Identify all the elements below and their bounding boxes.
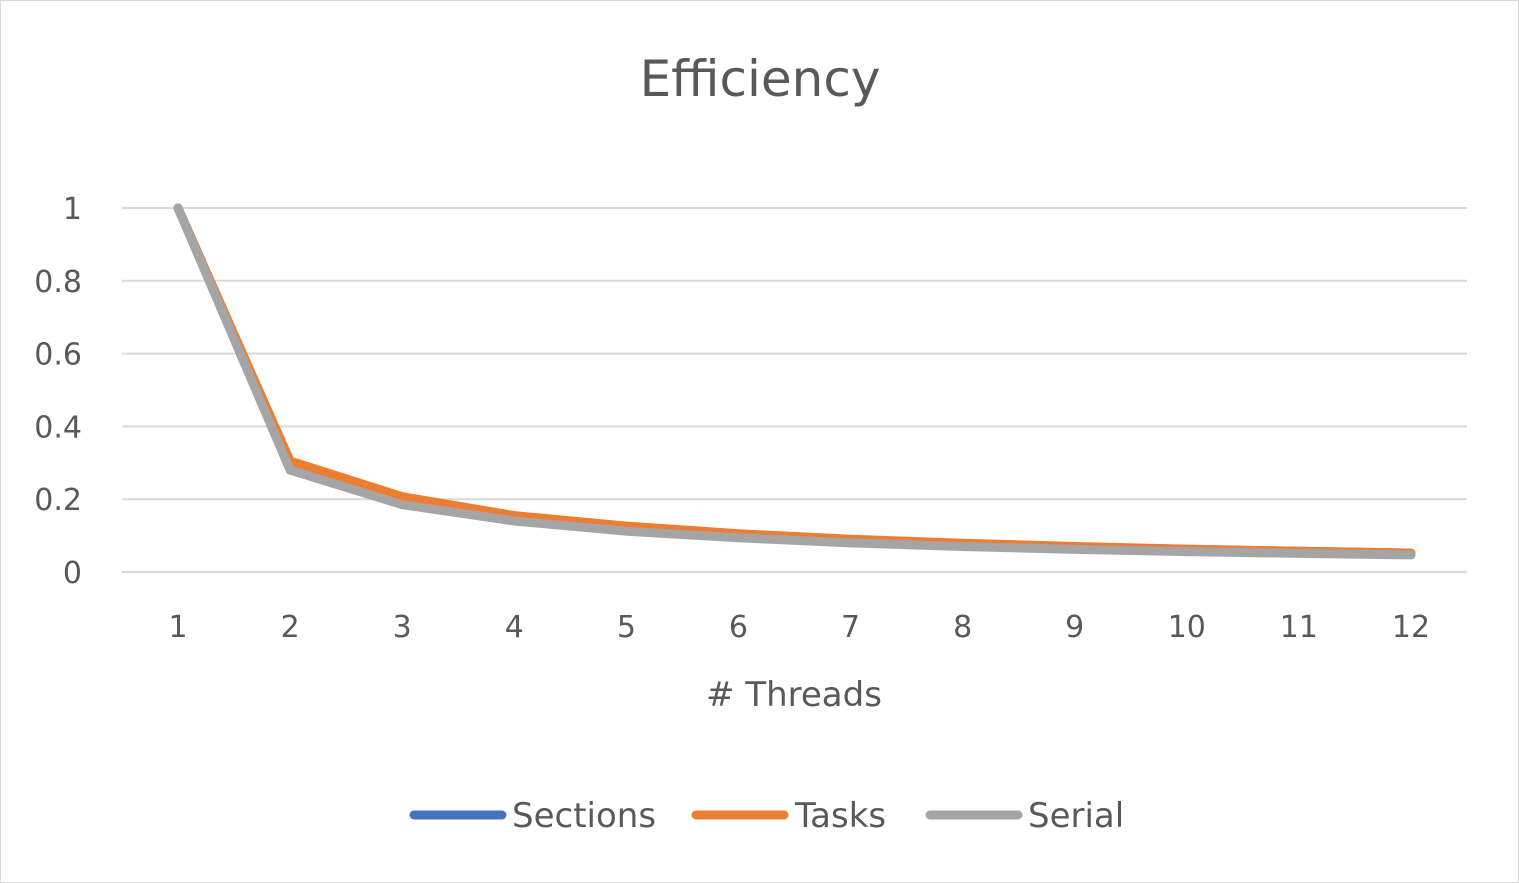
legend: Sections Tasks Serial xyxy=(409,796,1124,836)
x-tick-label: 4 xyxy=(505,610,524,645)
legend-label-serial: Serial xyxy=(1028,796,1124,836)
x-tick-label: 3 xyxy=(393,610,412,645)
y-tick-label: 0.4 xyxy=(34,410,82,445)
series-line-serial xyxy=(173,203,1416,560)
x-tick-label: 10 xyxy=(1168,610,1206,645)
y-tick-label: 0.2 xyxy=(34,483,82,518)
x-tick-label: 5 xyxy=(617,610,636,645)
x-tick-label: 11 xyxy=(1280,610,1318,645)
x-tick-label: 7 xyxy=(841,610,860,645)
x-tick-label: 1 xyxy=(168,610,187,645)
series-line-tasks xyxy=(173,203,1416,558)
gridlines xyxy=(122,207,1467,573)
series-line-sections xyxy=(173,203,1416,558)
y-tick-label: 0.8 xyxy=(34,265,82,300)
x-tick-label: 9 xyxy=(1065,610,1084,645)
y-tick-label: 0 xyxy=(63,556,82,591)
y-tick-label: 0.6 xyxy=(34,338,82,373)
x-tick-label: 6 xyxy=(729,610,748,645)
chart-title: Efficiency xyxy=(640,50,881,108)
x-axis-label: # Threads xyxy=(706,675,882,715)
x-tick-label: 2 xyxy=(281,610,300,645)
x-axis-ticks: 1 2 3 4 5 6 7 8 9 10 11 12 xyxy=(168,610,1430,645)
y-axis-ticks: 0 0.2 0.4 0.6 0.8 1 xyxy=(34,192,82,591)
series-lines xyxy=(173,203,1416,560)
legend-label-sections: Sections xyxy=(512,796,656,836)
x-tick-label: 8 xyxy=(953,610,972,645)
y-tick-label: 1 xyxy=(63,192,82,227)
x-tick-label: 12 xyxy=(1392,610,1430,645)
legend-label-tasks: Tasks xyxy=(794,796,886,836)
